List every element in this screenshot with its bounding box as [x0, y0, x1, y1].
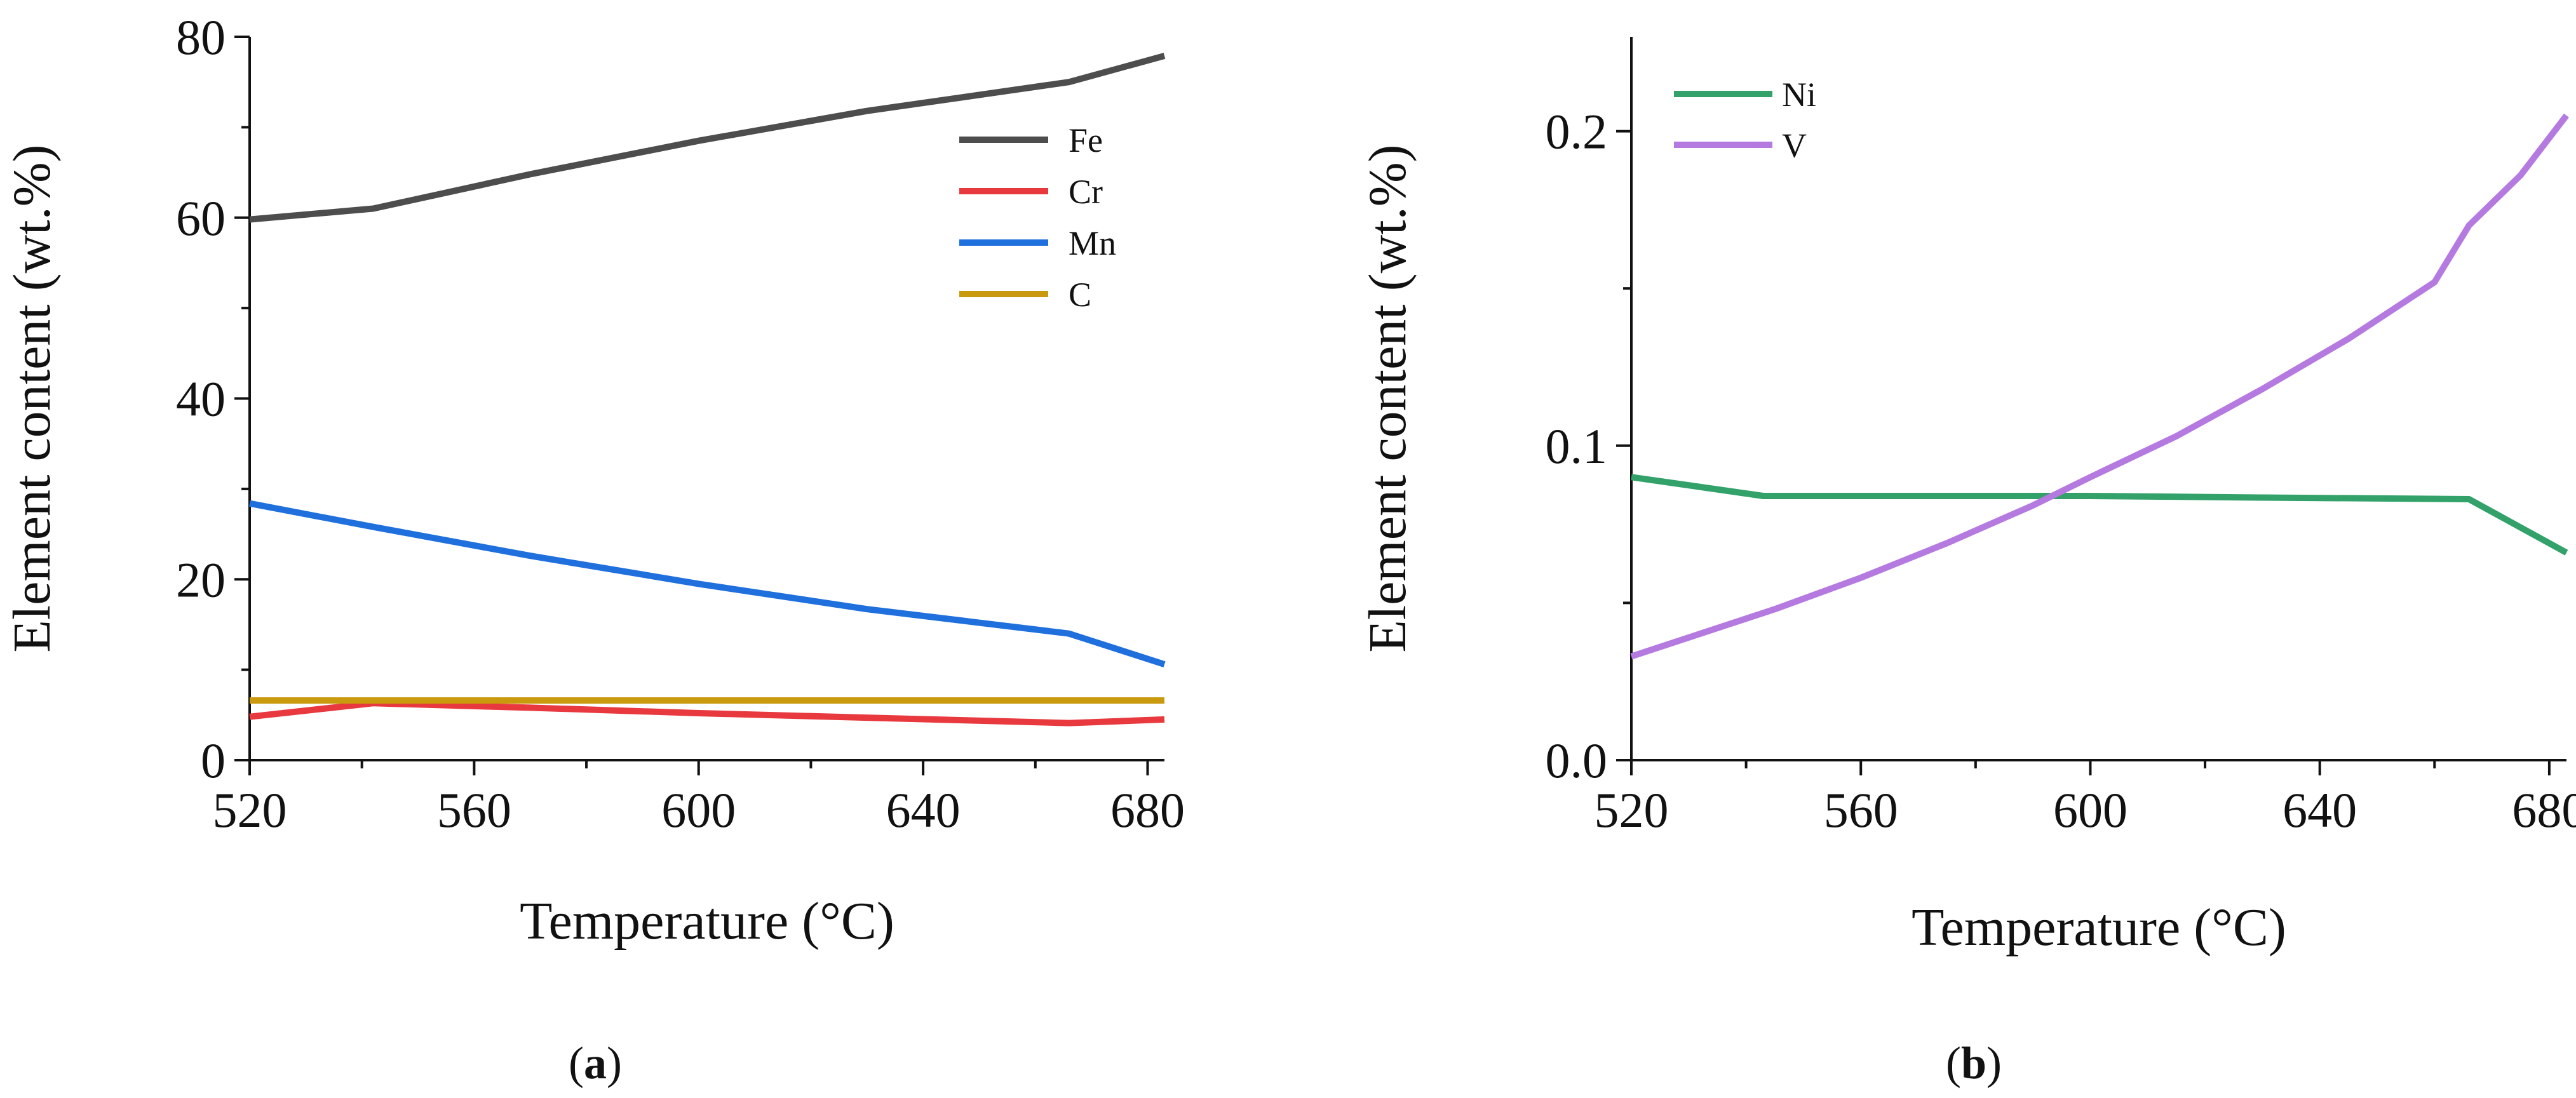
x-tick-label: 680	[1110, 782, 1185, 838]
y-axis-title: Element content (wt.%)	[1358, 144, 1417, 652]
panel-a: 520 560 600 640 680 0 20 40 60 80 Temperature (°C)…	[3, 10, 1185, 951]
x-tick-label: 600	[2053, 782, 2128, 838]
y-tick-label: 60	[176, 191, 226, 246]
subfigure-label-b: (b)	[1946, 1038, 2002, 1088]
y-tick-label: 0.2	[1546, 104, 1608, 159]
axes-frame	[248, 37, 1164, 761]
x-tick-label: 600	[661, 782, 736, 838]
y-tick-label: 20	[176, 552, 226, 607]
series-line-v	[1630, 113, 2569, 660]
x-axis-title: Temperature (°C)	[520, 892, 894, 951]
x-tick-label: 560	[1824, 782, 1898, 838]
x-tick-label: 640	[886, 782, 961, 838]
legend-label-v: V	[1782, 126, 1807, 164]
panel-b: 520 560 600 640 680 0.0 0.1 0.2 Temperature (°C)…	[1358, 37, 2576, 957]
y-tick-label: 40	[176, 372, 226, 427]
x-axis-title: Temperature (°C)	[1912, 898, 2286, 957]
x-tick-label: 640	[2283, 782, 2357, 838]
series-line-ni	[1631, 474, 2568, 556]
subfigure-label-a: (a)	[569, 1038, 622, 1088]
y-axis-title: Element content (wt.%)	[3, 144, 62, 652]
series-line-cr	[249, 700, 1165, 726]
x-tick-label: 520	[213, 782, 287, 838]
series-line-fe	[249, 53, 1166, 223]
y-tick-label: 0.1	[1546, 418, 1608, 474]
y-tick-label: 80	[176, 10, 226, 65]
y-tick-label: 0	[201, 733, 226, 788]
x-tick-label: 680	[2512, 782, 2576, 838]
legend-label-mn: Mn	[1069, 224, 1116, 262]
legend-label-cr: Cr	[1069, 173, 1103, 211]
x-tick-label: 520	[1595, 782, 1669, 838]
legend-label-c: C	[1069, 276, 1091, 314]
series-line-mn	[249, 500, 1166, 667]
legend-label-fe: Fe	[1069, 121, 1103, 159]
x-tick-label: 560	[437, 782, 511, 838]
legend-label-ni: Ni	[1782, 76, 1816, 114]
y-tick-label: 0.0	[1546, 733, 1608, 788]
